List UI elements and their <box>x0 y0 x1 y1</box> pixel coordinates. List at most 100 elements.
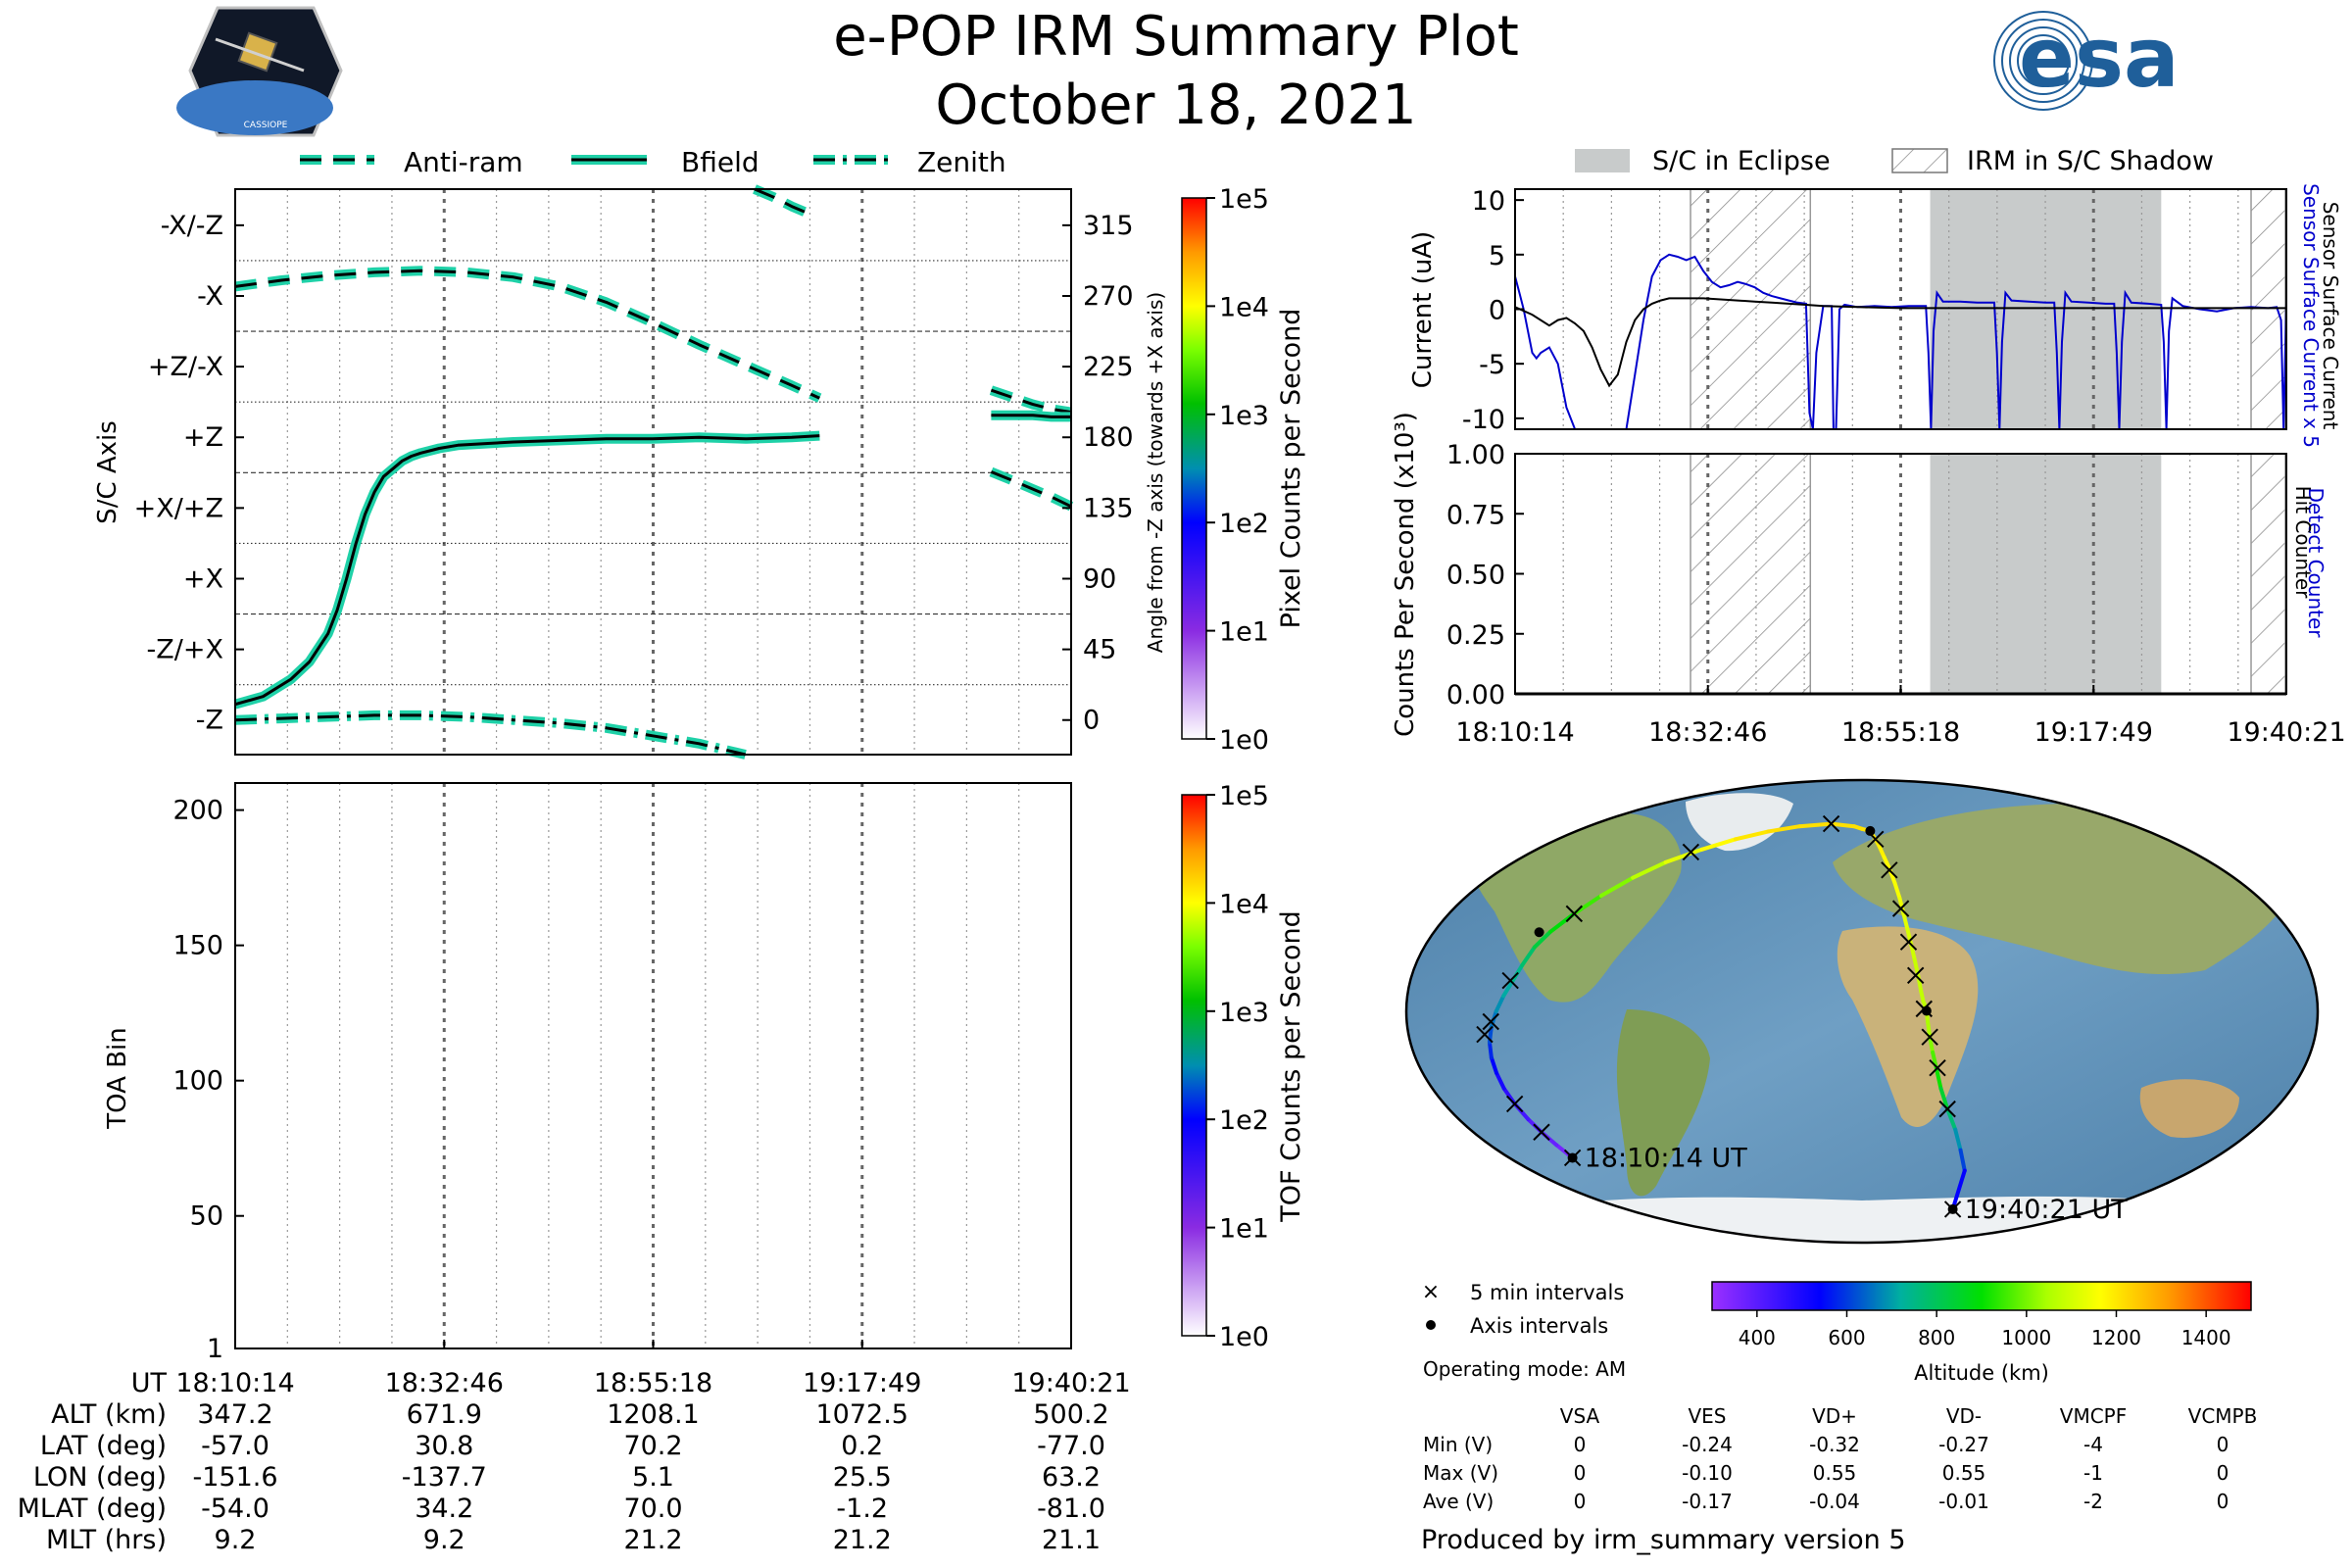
ephemeris-cell: 70.0 <box>623 1494 682 1524</box>
ground-track-segment <box>1829 821 1857 829</box>
tof-colorbar-label: TOF Counts per Second <box>1276 910 1306 1223</box>
ground-track-segment <box>1733 829 1771 842</box>
colorbar-tick-label: 1e1 <box>1219 617 1269 648</box>
ground-track-segment <box>1532 929 1553 950</box>
ground-track-segment <box>1945 1106 1958 1132</box>
ephemeris-cell: 63.2 <box>1042 1462 1101 1493</box>
axis-panel-ytick-label: +Z <box>183 422 223 453</box>
bfield-trace-halo <box>233 430 820 710</box>
land-australia <box>2139 1079 2239 1138</box>
counts-panel-right-label-1: Detect Counter <box>2304 488 2328 639</box>
cross-marker-icon: × <box>1422 1280 1440 1304</box>
counts-panel-xtick-label: 19:40:21 <box>2227 717 2345 748</box>
altitude-colorbar-tick-label: 1400 <box>2181 1326 2231 1349</box>
axis-panel-y2tick-label: 225 <box>1083 352 1134 382</box>
sensor-current-x5-line <box>1514 253 2287 430</box>
bfield-trace <box>234 434 820 707</box>
axis-marker <box>1947 1203 1958 1214</box>
land-antarctica <box>1470 1196 2274 1243</box>
anti-ram-trace-halo <box>234 266 822 403</box>
axis-panel-y2tick-label: 135 <box>1083 493 1134 523</box>
counts-panel-x-ticks: 18:10:14 18:32:46 18:55:18 19:17:49 19:40:21 <box>1455 685 2346 748</box>
ground-track-segment <box>1631 859 1668 880</box>
legend-zenith: Zenith <box>917 146 1006 178</box>
legend-shadow: IRM in S/C Shadow <box>1967 146 2214 176</box>
voltage-table-cell: -0.04 <box>1809 1490 1860 1513</box>
bfield-trace-segment-1 <box>991 414 1071 418</box>
ground-track-segment <box>1928 1035 1936 1054</box>
counts-panel-ytick-label: 0.50 <box>1446 561 1505 591</box>
axis-panel-grid <box>286 189 1020 755</box>
current-panel-grid <box>1562 189 2239 429</box>
axis-panel-y2tick-label: 90 <box>1083 564 1116 594</box>
figure-date: October 18, 2021 <box>935 74 1416 137</box>
anti-ram-trace-segment-1 <box>754 187 811 216</box>
altitude-colorbar-label: Altitude (km) <box>1914 1361 2049 1385</box>
voltage-table-cell: -0.10 <box>1682 1461 1733 1485</box>
ephemeris-cell: 9.2 <box>215 1525 257 1555</box>
ground-track <box>1487 821 1967 1211</box>
colorbar-tick-label: 1e2 <box>1219 509 1269 539</box>
ground-track-segment <box>1766 824 1802 834</box>
axis-marker <box>1865 825 1876 836</box>
five-min-marker <box>1929 1058 1946 1077</box>
ephemeris-cell: 19:40:21 <box>1011 1368 1130 1398</box>
ephemeris-row-label: UT <box>131 1368 168 1398</box>
voltage-table-row-label: Max (V) <box>1423 1461 1498 1485</box>
five-min-marker <box>1533 1123 1550 1141</box>
legend-5min: 5 min intervals <box>1470 1281 1624 1304</box>
axis-panel-series <box>233 184 1074 760</box>
ephemeris-cell: 30.8 <box>415 1431 473 1461</box>
voltage-table-cell: -0.32 <box>1809 1433 1860 1456</box>
current-panel-series <box>1514 253 2287 430</box>
ground-track-segment <box>1958 1148 1967 1173</box>
voltage-table-row-label: Ave (V) <box>1423 1490 1494 1513</box>
ephemeris-cell: -151.6 <box>192 1462 277 1493</box>
ground-track-segment <box>1501 978 1515 999</box>
counts-panel-xtick-label: 18:10:14 <box>1455 717 1574 748</box>
toa-panel-ytick-label: 200 <box>172 796 223 826</box>
anti-ram-trace-segment-3 <box>990 470 1072 509</box>
ephemeris-cell: 9.2 <box>423 1525 466 1555</box>
zenith-trace <box>234 713 746 757</box>
mission-logo: CASSIOPE <box>176 6 343 137</box>
toa-panel-x-ticks <box>234 1340 1072 1348</box>
counts-panel-ytick-label: 1.00 <box>1446 440 1505 470</box>
agency-logo-text: esa <box>2019 10 2180 106</box>
ground-track-segment <box>1487 1040 1494 1060</box>
counts-panel: 0.000.250.500.751.00 18:10:14 18:32:46 18:… <box>1391 412 2346 748</box>
counts-panel-shading <box>1690 453 2286 695</box>
voltage-table-cell: 0 <box>1574 1490 1587 1513</box>
ground-track-segment <box>1663 847 1704 864</box>
ground-track-segment <box>1950 1168 1967 1211</box>
track-end-label: 19:40:21 UT <box>1965 1195 2129 1225</box>
axis-panel-y2tick-label: 0 <box>1083 706 1100 736</box>
axis-panel-separators <box>235 260 1071 686</box>
ground-track-segment <box>1494 994 1506 1013</box>
track-start-label: 18:10:14 UT <box>1585 1143 1748 1173</box>
ephemeris-cell: 19:17:49 <box>803 1368 921 1398</box>
five-min-marker <box>1505 1095 1524 1113</box>
five-min-marker <box>1938 1100 1956 1118</box>
sensor-current-line <box>1514 297 2286 388</box>
five-min-marker <box>1899 933 1918 951</box>
ground-track-segment <box>1699 837 1738 852</box>
shadow-span <box>1690 188 1812 430</box>
axis-panel-legend: Anti-ram Bfield Zenith <box>300 146 1006 178</box>
current-panel-ylabel: Current (uA) <box>1408 231 1438 388</box>
shadow-span <box>2250 453 2286 695</box>
ground-track-segment <box>1892 880 1902 901</box>
axis-panel-y2tick-label: 270 <box>1083 281 1134 312</box>
axis-panel-ytick-label: +Z/-X <box>148 352 223 382</box>
ephemeris-row-label: ALT (km) <box>51 1399 167 1430</box>
ground-track-segment <box>1953 1127 1963 1152</box>
legend-eclipse: S/C in Eclipse <box>1652 146 1831 176</box>
altitude-colorbar-tick-label: 1200 <box>2091 1326 2141 1349</box>
ephemeris-cell: 1072.5 <box>816 1399 908 1430</box>
axis-panel-ytick-label: -Z <box>196 706 223 736</box>
voltage-table-cell: 0 <box>1574 1461 1587 1485</box>
ground-track-segment <box>1938 1086 1950 1111</box>
ground-track-segment <box>1520 945 1537 967</box>
ephemeris-row-label: LAT (deg) <box>40 1431 167 1461</box>
